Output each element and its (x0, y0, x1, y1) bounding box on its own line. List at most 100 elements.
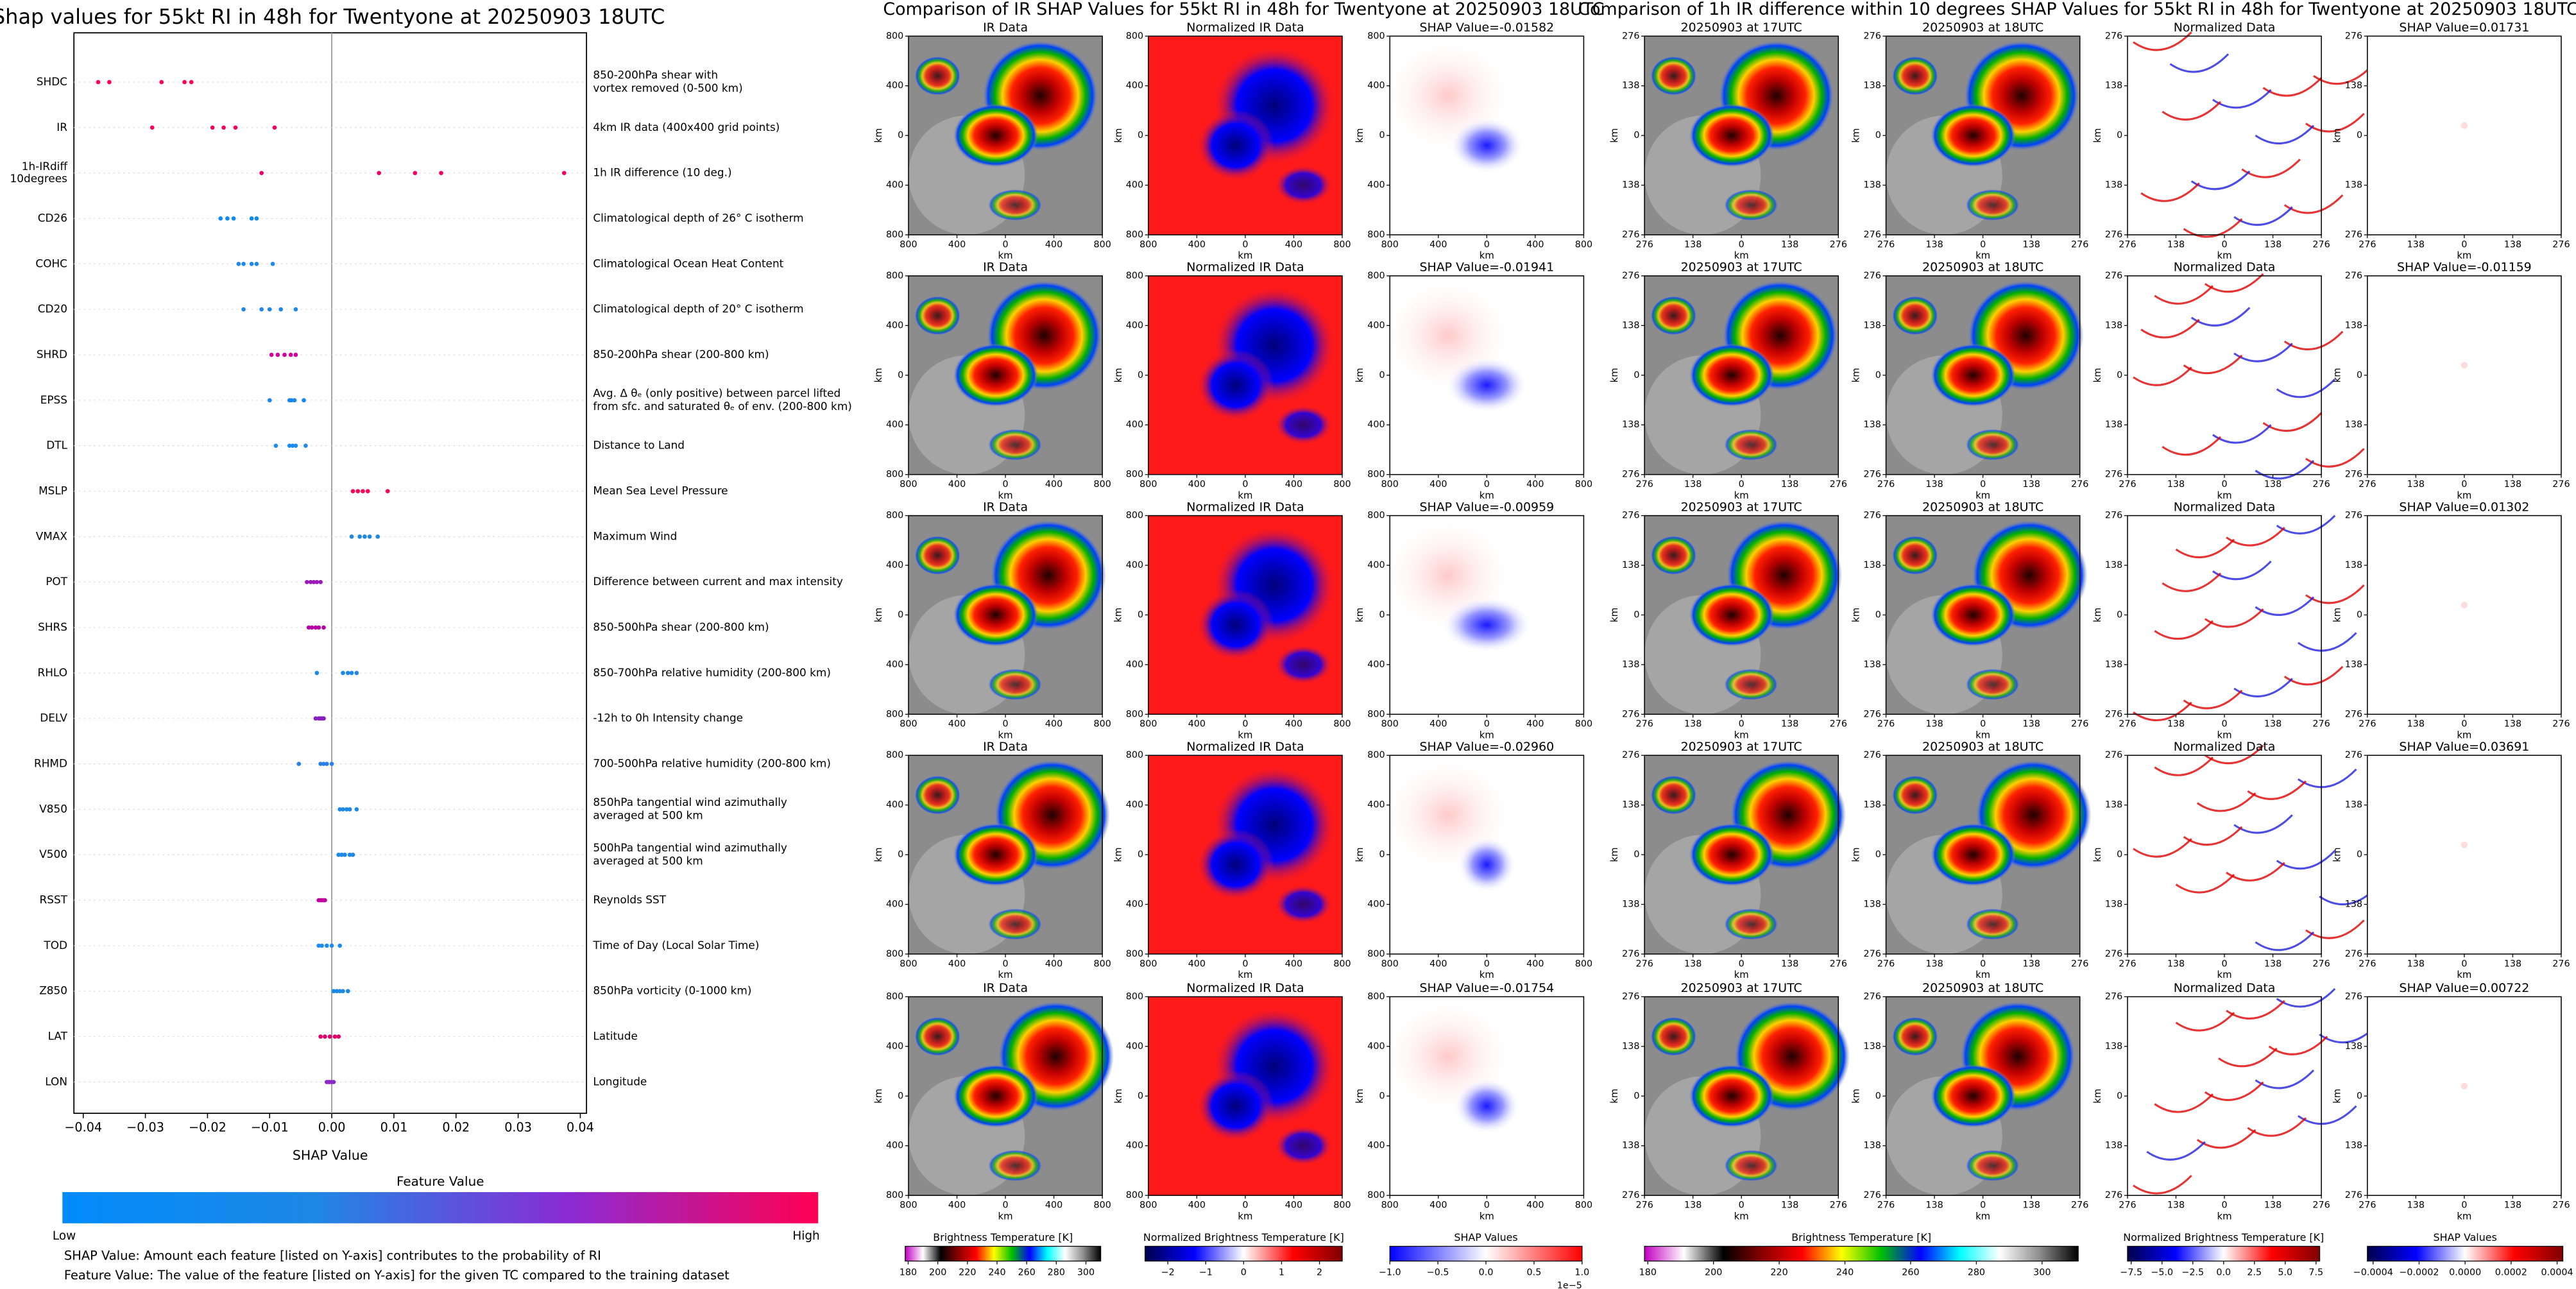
colorbar-tick-label: −2.5 (2181, 1267, 2204, 1277)
image-feature (2218, 1047, 2278, 1068)
x-tick-label: 276 (1635, 719, 1653, 730)
y-axis-label: km (1609, 128, 1620, 143)
x-tick-label: 800 (1139, 959, 1157, 969)
panel-title: IR Data (983, 500, 1028, 514)
colorbar-title: Feature Value (397, 1174, 484, 1189)
shap-dot (159, 80, 164, 85)
y-tick-label: 0 (1138, 1091, 1143, 1101)
y-tick-label: RSST (40, 893, 68, 906)
shap-dot (355, 489, 361, 493)
x-tick-label: 276 (2312, 1200, 2330, 1210)
x-tick-label: 138 (2264, 959, 2282, 969)
shap-dot (270, 261, 275, 266)
y-tick-label: 0 (1633, 130, 1639, 141)
image-feature (1197, 828, 1275, 901)
image-panel (1148, 515, 1343, 715)
feature-description-line: Time of Day (Local Solar Time) (592, 939, 759, 952)
feature-description-line: 4km IR data (400x400 grid points) (593, 121, 780, 133)
x-tick-label: 138 (1684, 1200, 1702, 1210)
x-tick-label: 0 (1980, 479, 1986, 490)
y-tick-label: 276 (1864, 271, 1881, 281)
y-tick-label: 1h-IRdiff 10degrees (10, 160, 68, 185)
x-tick-label: 400 (948, 719, 966, 730)
y-tick-label: 400 (886, 560, 903, 570)
y-tick-label: 276 (2345, 709, 2362, 719)
x-tick-label: 0 (2221, 959, 2227, 969)
colorbar-tick-label: −2 (1161, 1267, 1175, 1277)
y-tick-label: 400 (886, 180, 903, 191)
panel-title: Normalized IR Data (1186, 981, 1304, 995)
feature-description: Distance to Land (593, 439, 685, 452)
colorbar-tick-label: 300 (1077, 1267, 1095, 1277)
image-feature (1965, 1149, 2020, 1182)
shap-dot (318, 762, 323, 766)
image-panel (2367, 996, 2562, 1196)
x-tick-label: 800 (1139, 719, 1157, 730)
y-tick-label: SHDC (37, 75, 67, 88)
panel-title: Normalized Data (2174, 260, 2276, 275)
x-axis-label: km (1734, 969, 1749, 980)
y-tick-label: 0 (1875, 610, 1881, 620)
x-tick-label: 800 (900, 719, 917, 730)
y-tick-label: 400 (1126, 900, 1143, 910)
y-tick-label: 138 (2105, 1041, 2122, 1052)
x-tick-label: 400 (1045, 719, 1062, 730)
colorbar-tick-label: 1.0 (1574, 1267, 1589, 1277)
y-tick-label: 400 (1367, 81, 1385, 91)
y-tick-label: 138 (1622, 800, 1639, 810)
shap-dot (293, 307, 298, 312)
image-feature (2175, 538, 2235, 559)
image-feature (2313, 65, 2373, 85)
y-tick-label-line: TOD (43, 939, 67, 952)
x-tick-label: 800 (1575, 959, 1592, 969)
x-tick-label: 400 (1526, 239, 1544, 250)
x-tick-label: 0 (1980, 959, 1986, 969)
panel-title: 20250903 at 17UTC (1681, 981, 1802, 995)
image-feature (2154, 620, 2214, 640)
y-tick-label: LON (45, 1075, 67, 1088)
y-tick-label: 0 (1379, 849, 1385, 860)
y-tick-label: 276 (2105, 949, 2122, 959)
image-feature (1197, 1070, 1275, 1142)
shap-dot (347, 807, 352, 812)
x-tick-label: 800 (1093, 719, 1111, 730)
shap-dot (282, 352, 287, 357)
x-axis-label: km (2457, 730, 2471, 741)
y-tick-label: DELV (40, 712, 67, 724)
y-tick-label: 0 (2117, 130, 2122, 141)
x-tick-label: 800 (1093, 1200, 1111, 1210)
shap-dot (327, 1034, 332, 1039)
shap-dot (365, 489, 370, 493)
image-feature (987, 908, 1043, 941)
y-tick-label: 138 (1864, 420, 1881, 430)
y-axis-label: km (1609, 608, 1620, 622)
x-tick-label: 0 (2461, 1200, 2467, 1210)
shap-dot (363, 534, 367, 539)
y-tick-label-line: CD20 (38, 302, 67, 315)
shap-dot (309, 625, 314, 630)
x-tick-label: 276 (2552, 479, 2570, 490)
y-tick-label: 138 (2105, 1141, 2122, 1151)
x-tick-label: 0 (1739, 719, 1744, 730)
y-tick-label: 800 (1126, 709, 1143, 719)
feature-description: Avg. Δ θₑ (only positive) between parcel… (593, 387, 851, 413)
shap-dot (273, 443, 278, 448)
image-panel (1380, 515, 1585, 715)
shap-dot (269, 352, 274, 357)
x-tick-label: 0 (1739, 479, 1744, 490)
colorbar-tick-label: 0.0004 (2541, 1267, 2573, 1277)
feature-description: 850-500hPa shear (200-800 km) (593, 620, 769, 633)
x-axis-label: km (1480, 730, 1494, 741)
image-feature (2140, 319, 2200, 339)
shap-dot (311, 579, 316, 585)
x-tick-label: −0.02 (189, 1120, 226, 1135)
x-tick-label: 0 (1242, 959, 1248, 969)
x-axis-label: km (1480, 1211, 1494, 1222)
x-tick-label: 400 (1188, 1200, 1206, 1210)
x-tick-label: 138 (2407, 719, 2425, 730)
shap-dot (305, 579, 309, 585)
y-axis-label: km (2332, 848, 2343, 862)
shap-dot (323, 1034, 327, 1039)
y-tick-label: 400 (1126, 1141, 1143, 1151)
